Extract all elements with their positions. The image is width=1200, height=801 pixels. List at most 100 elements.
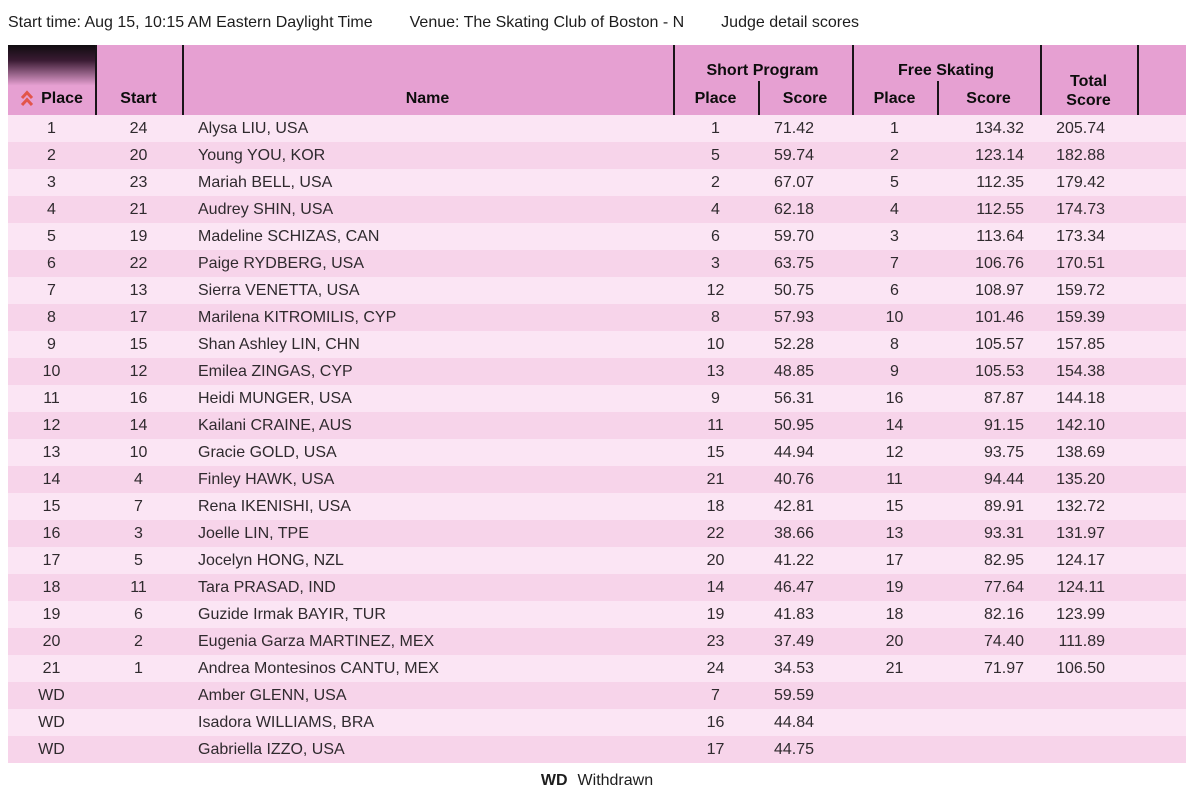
table-row: 21 1 Andrea Montesinos CANTU, MEX 24 34.53 21… — [8, 655, 1186, 682]
cell-sp-place: 2 — [711, 173, 720, 191]
cell-total: 106.50 — [1056, 659, 1105, 677]
cell-fs-score: 105.53 — [975, 362, 1024, 380]
cell-start: 14 — [129, 416, 148, 434]
cell-sp-score: 41.22 — [773, 551, 814, 569]
cell-start: 22 — [129, 254, 148, 272]
table-row: 4 21 Audrey SHIN, USA 4 62.18 4 112.55 174.73 — [8, 196, 1186, 223]
cell-start — [95, 736, 182, 763]
cell-place: 7 — [47, 281, 56, 299]
column-header-total-score[interactable]: Total Score — [1040, 45, 1137, 115]
column-header-fs-score[interactable]: Score — [966, 90, 1011, 107]
cell-fs-place: 18 — [885, 605, 904, 623]
cell-total: 179.42 — [1056, 173, 1105, 191]
cell-sp-score: 34.53 — [773, 659, 814, 677]
cell-sp-place: 18 — [706, 497, 725, 515]
column-header-start[interactable]: Start — [120, 90, 157, 107]
cell-start: 21 — [129, 200, 148, 218]
cell-place: WD — [38, 686, 65, 704]
cell-sp-place: 10 — [706, 335, 725, 353]
table-row: 3 23 Mariah BELL, USA 2 67.07 5 112.35 179.42 — [8, 169, 1186, 196]
table-row: 15 7 Rena IKENISHI, USA 18 42.81 15 89.91 132.7… — [8, 493, 1186, 520]
cell-name: Guzide Irmak BAYIR, TUR — [198, 605, 386, 623]
cell-place: 19 — [42, 605, 61, 623]
cell-place: 9 — [47, 335, 56, 353]
column-header-sp-place[interactable]: Place — [694, 90, 737, 107]
table-row: 6 22 Paige RYDBERG, USA 3 63.75 7 106.76 170.51 — [8, 250, 1186, 277]
cell-fs-score: 77.64 — [983, 578, 1024, 596]
cell-total: 154.38 — [1056, 362, 1105, 380]
cell-spacer — [1137, 628, 1186, 655]
cell-place: 18 — [42, 578, 61, 596]
cell-sp-score: 67.07 — [773, 173, 814, 191]
cell-fs-place: 19 — [885, 578, 904, 596]
cell-name: Shan Ashley LIN, CHN — [198, 335, 360, 353]
table-row: 1 24 Alysa LIU, USA 1 71.42 1 134.32 205.74 — [8, 115, 1186, 142]
cell-fs-place: 14 — [885, 416, 904, 434]
cell-fs-place: 15 — [885, 497, 904, 515]
cell-name: Gracie GOLD, USA — [198, 443, 337, 461]
venue-text: Venue: The Skating Club of Boston - N — [409, 13, 685, 31]
cell-total: 157.85 — [1056, 335, 1105, 353]
cell-start: 10 — [129, 443, 148, 461]
header-divider — [758, 81, 760, 115]
cell-sp-score: 42.81 — [773, 497, 814, 515]
cell-fs-score: 82.95 — [983, 551, 1024, 569]
table-body: 1 24 Alysa LIU, USA 1 71.42 1 134.32 205.74 2 20 Y… — [8, 115, 1186, 763]
cell-spacer — [1137, 466, 1186, 493]
cell-sp-place: 9 — [711, 389, 720, 407]
cell-sp-place: 17 — [706, 740, 725, 758]
results-table: Place Start Name Short Program Free Skat… — [8, 45, 1186, 763]
cell-place: WD — [38, 713, 65, 731]
cell-start: 19 — [129, 227, 148, 245]
cell-start: 13 — [129, 281, 148, 299]
cell-place: 12 — [42, 416, 61, 434]
table-row: 5 19 Madeline SCHIZAS, CAN 6 59.70 3 113.64 173… — [8, 223, 1186, 250]
table-row: 2 20 Young YOU, KOR 5 59.74 2 123.14 182.88 — [8, 142, 1186, 169]
column-header-fs-place[interactable]: Place — [873, 90, 916, 107]
judge-detail-scores-link[interactable]: Judge detail scores — [721, 13, 860, 31]
cell-fs-place: 3 — [890, 227, 899, 245]
cell-sp-score: 38.66 — [773, 524, 814, 542]
cell-total: 159.39 — [1056, 308, 1105, 326]
cell-total: 138.69 — [1056, 443, 1105, 461]
header-divider — [1040, 45, 1042, 115]
cell-sp-score: 50.75 — [773, 281, 814, 299]
cell-spacer — [1137, 250, 1186, 277]
cell-start: 16 — [129, 389, 148, 407]
cell-place: 21 — [42, 659, 61, 677]
column-header-sp-score[interactable]: Score — [782, 90, 828, 107]
cell-start: 5 — [134, 551, 143, 569]
table-row: 9 15 Shan Ashley LIN, CHN 10 52.28 8 105.57 157… — [8, 331, 1186, 358]
table-row: 8 17 Marilena KITROMILIS, CYP 8 57.93 10 101.4… — [8, 304, 1186, 331]
cell-spacer — [1137, 601, 1186, 628]
info-bar: Start time: Aug 15, 10:15 AM Eastern Day… — [0, 0, 1200, 45]
cell-start: 6 — [134, 605, 143, 623]
cell-name: Audrey SHIN, USA — [198, 200, 334, 218]
cell-total: 144.18 — [1056, 389, 1105, 407]
cell-name: Paige RYDBERG, USA — [198, 254, 364, 272]
column-header-name[interactable]: Name — [405, 90, 450, 107]
cell-place: 15 — [42, 497, 61, 515]
cell-name: Marilena KITROMILIS, CYP — [198, 308, 397, 326]
cell-fs-place: 6 — [890, 281, 899, 299]
cell-sp-place: 1 — [711, 119, 720, 137]
cell-fs-place: 20 — [885, 632, 904, 650]
cell-sp-place: 3 — [711, 254, 720, 272]
cell-spacer — [1137, 439, 1186, 466]
cell-fs-place: 8 — [890, 335, 899, 353]
cell-place: 8 — [47, 308, 56, 326]
cell-fs-place: 4 — [890, 200, 899, 218]
cell-fs-score — [937, 682, 1040, 709]
cell-name: Alysa LIU, USA — [198, 119, 309, 137]
cell-name: Mariah BELL, USA — [198, 173, 333, 191]
cell-start: 2 — [134, 632, 143, 650]
cell-spacer — [1137, 655, 1186, 682]
header-divider — [182, 45, 184, 115]
column-header-place[interactable]: Place — [8, 45, 95, 115]
cell-start: 3 — [134, 524, 143, 542]
sort-ascending-icon[interactable] — [20, 90, 34, 107]
cell-spacer — [1137, 331, 1186, 358]
cell-fs-score: 87.87 — [983, 389, 1024, 407]
table-row: 11 16 Heidi MUNGER, USA 9 56.31 16 87.87 144.18 — [8, 385, 1186, 412]
table-row: WD Gabriella IZZO, USA 17 44.75 — [8, 736, 1186, 763]
